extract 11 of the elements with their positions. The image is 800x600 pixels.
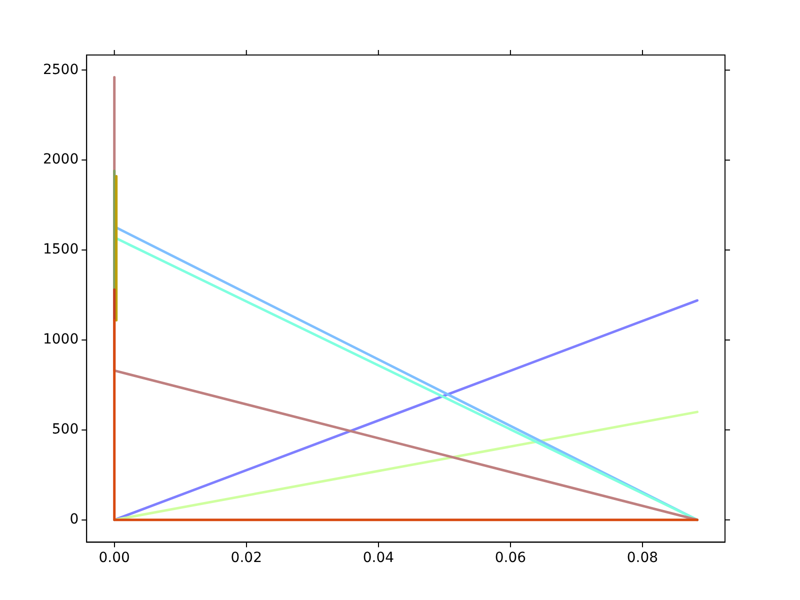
x-tick-label: 0.02 <box>230 550 262 566</box>
y-tick-label: 1500 <box>42 242 79 258</box>
x-tick-label: 0.08 <box>626 550 658 566</box>
x-tick-label: 0.04 <box>362 550 394 566</box>
y-tick-label: 1000 <box>42 332 79 348</box>
y-tick-label: 500 <box>52 422 79 438</box>
y-tick-label: 2000 <box>42 152 79 168</box>
y-tick-label: 0 <box>70 512 79 528</box>
x-tick-label: 0.00 <box>98 550 130 566</box>
x-tick-label: 0.06 <box>494 550 526 566</box>
y-tick-label: 2500 <box>42 62 79 78</box>
